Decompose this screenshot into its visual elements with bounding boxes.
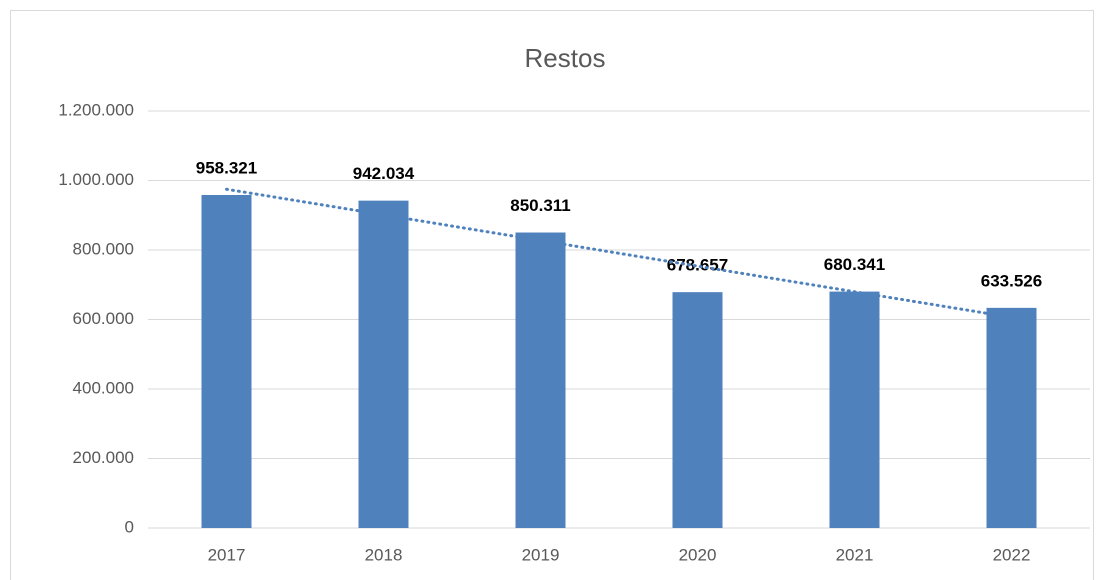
bar <box>201 194 252 528</box>
y-tick-label: 1.000.000 <box>58 170 134 189</box>
y-tick-label: 400.000 <box>73 378 134 397</box>
x-tick-label: 2019 <box>522 545 560 564</box>
bar <box>829 291 880 528</box>
x-tick-label: 2018 <box>365 545 403 564</box>
y-tick-label: 200.000 <box>73 448 134 467</box>
y-tick-label: 0 <box>125 517 134 536</box>
trendline <box>225 187 1013 319</box>
value-label: 958.321 <box>196 158 257 177</box>
x-tick-label: 2020 <box>679 545 717 564</box>
x-tick-label: 2021 <box>836 545 874 564</box>
value-label: 678.657 <box>667 256 728 275</box>
y-tick-label: 1.200.000 <box>58 100 134 119</box>
x-tick-label: 2017 <box>208 545 246 564</box>
value-label: 680.341 <box>824 255 885 274</box>
bar <box>358 200 409 528</box>
value-label: 850.311 <box>510 196 571 215</box>
bar <box>672 292 723 528</box>
x-tick-label: 2022 <box>993 545 1031 564</box>
bar <box>515 232 566 529</box>
y-tick-label: 600.000 <box>73 309 134 328</box>
chart-title: Restos <box>525 43 606 73</box>
y-tick-label: 800.000 <box>73 239 134 258</box>
bar <box>986 307 1037 528</box>
value-label: 633.526 <box>981 271 1042 290</box>
value-label: 942.034 <box>353 164 415 183</box>
